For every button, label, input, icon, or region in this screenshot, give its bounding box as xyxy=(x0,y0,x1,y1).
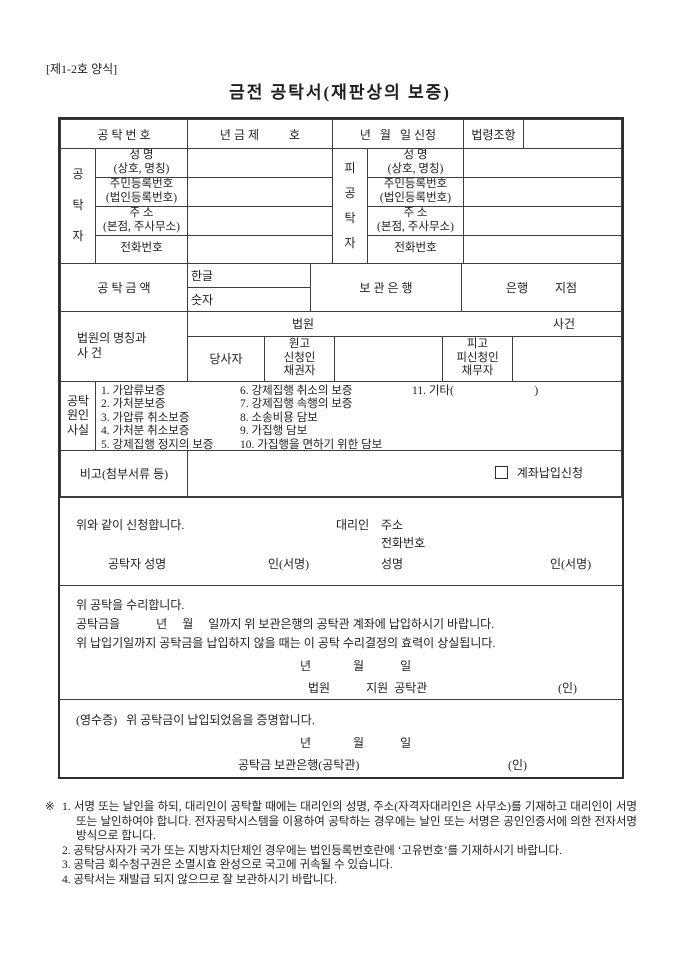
deposit-number-value-cell[interactable]: 년 금 제 호 xyxy=(187,119,333,149)
application-statement: 위와 같이 신청합니다. xyxy=(76,517,185,532)
acceptance-line2: 공탁금을 년 월 일까지 위 보관은행의 공탁관 계좌에 납입하시기 바랍니다. xyxy=(76,616,495,631)
acceptance-section: 위 공탁을 수리합니다. 공탁금을 년 월 일까지 위 보관은행의 공탁관 계좌… xyxy=(60,584,622,699)
footnote-3: 3. 공탁금 회수청구권은 소멸시효 완성으로 국고에 귀속될 수 있습니다. xyxy=(62,859,393,872)
recipient-name-label: 성 명 (상호, 명칭) xyxy=(367,148,464,178)
account-payment-checkbox[interactable] xyxy=(494,465,508,479)
recipient-vertical-label: 피 공 탁 자 xyxy=(332,148,368,264)
bank-seal-placeholder: (인) xyxy=(508,757,528,772)
depositor-address-label: 주 소 (본점, 주사무소) xyxy=(95,205,188,236)
deposit-number-label: 공 탁 번 호 xyxy=(60,119,188,149)
acceptance-date-line[interactable]: 년 월 일 xyxy=(300,658,412,673)
amount-table: 공 탁 금 액 한글 보 관 은 행 은행 지점 숫자 xyxy=(60,262,622,312)
page-title: 금전 공탁서(재판상의 보증) xyxy=(229,83,451,102)
amount-number-input-cell[interactable]: 숫자 xyxy=(187,286,311,312)
statute-value-cell[interactable] xyxy=(523,119,622,149)
amount-hangul-input-cell[interactable]: 한글 xyxy=(187,262,311,288)
depositor-vertical-label: 공 탁 자 xyxy=(60,148,96,264)
remark-input-cell[interactable]: 계좌납입신청 xyxy=(187,449,622,497)
agent-seal-placeholder: 인(서명) xyxy=(550,556,592,571)
recipient-name-input-cell[interactable] xyxy=(463,148,622,178)
custody-bank-label: 보 관 은 행 xyxy=(310,262,462,312)
application-section: 위와 같이 신청합니다. 대리인 주소 전화번호 공탁자 성명 인(서명) 성명… xyxy=(60,496,622,585)
receipt-date-line[interactable]: 년 월 일 xyxy=(300,735,412,750)
cause-option-11-other: 11. 기타( ) xyxy=(412,384,539,397)
remark-table: 비고(첨부서류 등) 계좌납입신청 xyxy=(60,449,622,497)
acceptance-line3: 위 납입기일까지 공탁금을 납입하지 않을 때는 이 공탁 수리결정의 효력이 … xyxy=(76,635,496,650)
cause-options-1-5: 1. 가압류보증 2. 가처분보증 3. 가압류 취소보증 4. 가처분 취소보… xyxy=(101,384,214,451)
depositor-regno-input-cell[interactable] xyxy=(187,176,333,207)
recipient-regno-label: 주민등록번호 (법인등록번호) xyxy=(367,176,464,207)
depositor-seal-placeholder: 인(서명) xyxy=(268,556,310,571)
cause-vertical-label: 공탁 원인 사실 xyxy=(60,380,96,451)
depositor-phone-input-cell[interactable] xyxy=(187,234,333,264)
depositor-address-input-cell[interactable] xyxy=(187,205,333,236)
depositor-name-input-cell[interactable] xyxy=(187,148,333,178)
court-name-cell[interactable]: 법원 사건 xyxy=(187,310,622,337)
recipient-address-label: 주 소 (본점, 주사무소) xyxy=(367,205,464,236)
acceptance-officer-line: 법원 지원 공탁관 xyxy=(308,680,428,695)
parties-table: 공 탁 자 성 명 (상호, 명칭) 피 공 탁 자 성 명 (상호, 명칭) … xyxy=(60,148,622,264)
depositor-signature-label[interactable]: 공탁자 성명 xyxy=(108,556,167,571)
recipient-address-input-cell[interactable] xyxy=(463,205,622,236)
recipient-regno-input-cell[interactable] xyxy=(463,176,622,207)
depositor-phone-label: 전화번호 xyxy=(95,234,188,264)
remark-label: 비고(첨부서류 등) xyxy=(60,449,188,497)
application-date-cell[interactable]: 년 월 일 신청 xyxy=(332,119,464,149)
depositor-name-label: 성 명 (상호, 명칭) xyxy=(95,148,188,178)
agent-phone-label[interactable]: 전화번호 xyxy=(381,535,426,550)
footnote-4: 4. 공탁서는 재발급 되지 않으므로 잘 보관하시기 바랍니다. xyxy=(62,873,337,886)
agent-signature-label[interactable]: 성명 xyxy=(381,556,404,571)
receipt-line1: (영수증) 위 공탁금이 납입되었음을 증명합니다. xyxy=(76,712,315,727)
recipient-phone-input-cell[interactable] xyxy=(463,234,622,264)
plaintiff-label: 원고 신청인 채권자 xyxy=(264,335,335,382)
account-payment-label: 계좌납입신청 xyxy=(516,465,583,480)
form-number-tag: [제1-2호 양식] xyxy=(46,62,118,76)
cause-options-cell[interactable]: 1. 가압류보증 2. 가처분보증 3. 가압류 취소보증 4. 가처분 취소보… xyxy=(95,380,622,451)
footnote-2: 2. 공탁당사자가 국가 또는 지방자치단체인 경우에는 법인등록번호란에 ‘고… xyxy=(62,844,562,857)
receipt-bank-line: 공탁금 보관은행(공탁관) xyxy=(238,757,360,772)
deposit-amount-label: 공 탁 금 액 xyxy=(60,262,188,312)
footnote-1: 1. 서명 또는 날인을 하되, 대리인이 공탁할 때에는 대리인의 성명, 주… xyxy=(62,801,637,843)
officer-seal-placeholder: (인) xyxy=(558,680,578,695)
party-label: 당사자 xyxy=(187,335,265,382)
acceptance-line1: 위 공탁을 수리합니다. xyxy=(76,597,185,612)
defendant-input-cell[interactable] xyxy=(512,335,622,382)
defendant-label: 피고 피신청인 채무자 xyxy=(442,335,513,382)
recipient-phone-label: 전화번호 xyxy=(367,234,464,264)
reference-mark: ※ xyxy=(45,801,55,813)
depositor-regno-label: 주민등록번호 (법인등록번호) xyxy=(95,176,188,207)
court-case-label: 법원의 명칭과 사 건 xyxy=(60,310,188,382)
court-text: 법원 xyxy=(292,317,315,332)
footnotes: ※ 1. 서명 또는 날인을 하되, 대리인이 공탁할 때에는 대리인의 성명,… xyxy=(45,800,637,888)
custody-bank-input-cell[interactable]: 은행 지점 xyxy=(461,262,622,312)
deposit-form: 공 탁 번 호 년 금 제 호 년 월 일 신청 법령조항 공 탁 자 성 명 … xyxy=(58,117,624,779)
header-row-table: 공 탁 번 호 년 금 제 호 년 월 일 신청 법령조항 xyxy=(60,119,622,149)
cause-table: 공탁 원인 사실 1. 가압류보증 2. 가처분보증 3. 가압류 취소보증 4… xyxy=(60,380,622,451)
plaintiff-input-cell[interactable] xyxy=(334,335,443,382)
agent-label: 대리인 xyxy=(336,517,370,532)
court-table: 법원의 명칭과 사 건 법원 사건 당사자 원고 신청인 채권자 피고 피신청인… xyxy=(60,310,622,382)
cause-options-6-10: 6. 강제집행 취소의 보증 7. 강제집행 속행의 보증 8. 소송비용 담보… xyxy=(240,384,383,451)
receipt-section: (영수증) 위 공탁금이 납입되었음을 증명합니다. 년 월 일 공탁금 보관은… xyxy=(60,698,622,777)
statute-label: 법령조항 xyxy=(463,119,524,149)
case-text: 사건 xyxy=(552,317,575,332)
agent-address-label[interactable]: 주소 xyxy=(381,517,404,532)
